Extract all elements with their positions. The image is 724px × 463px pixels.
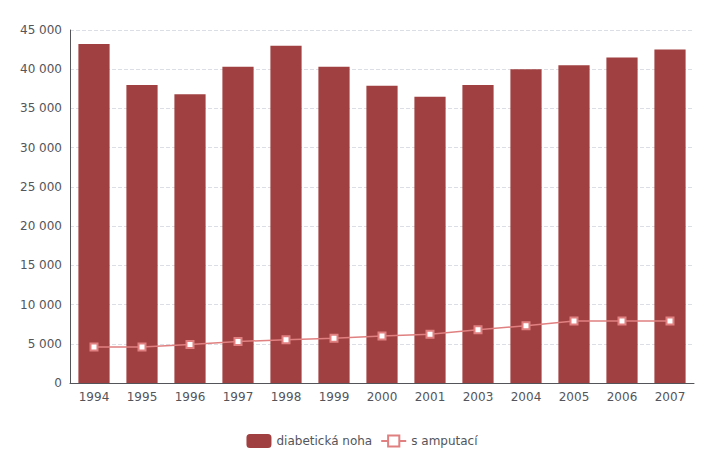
svg-text:35 000: 35 000 — [20, 101, 62, 115]
svg-text:2007: 2007 — [655, 390, 686, 404]
svg-text:1998: 1998 — [271, 390, 302, 404]
svg-text:30 000: 30 000 — [20, 141, 62, 155]
svg-text:2006: 2006 — [607, 390, 638, 404]
svg-text:1994: 1994 — [79, 390, 110, 404]
svg-text:2005: 2005 — [559, 390, 590, 404]
svg-text:45 000: 45 000 — [20, 23, 62, 37]
svg-text:1997: 1997 — [223, 390, 254, 404]
svg-text:s amputací: s amputací — [411, 434, 478, 448]
svg-text:2001: 2001 — [415, 390, 446, 404]
svg-text:20 000: 20 000 — [20, 219, 62, 233]
svg-text:diabetická noha: diabetická noha — [276, 434, 372, 448]
svg-text:25 000: 25 000 — [20, 180, 62, 194]
svg-text:0: 0 — [54, 376, 62, 390]
svg-text:1996: 1996 — [175, 390, 206, 404]
svg-text:15 000: 15 000 — [20, 258, 62, 272]
svg-text:1999: 1999 — [319, 390, 350, 404]
svg-text:2004: 2004 — [511, 390, 542, 404]
svg-text:10 000: 10 000 — [20, 298, 62, 312]
svg-text:2000: 2000 — [367, 390, 398, 404]
svg-text:1995: 1995 — [127, 390, 158, 404]
svg-text:40 000: 40 000 — [20, 62, 62, 76]
svg-text:2003: 2003 — [463, 390, 494, 404]
svg-text:5 000: 5 000 — [28, 337, 62, 351]
